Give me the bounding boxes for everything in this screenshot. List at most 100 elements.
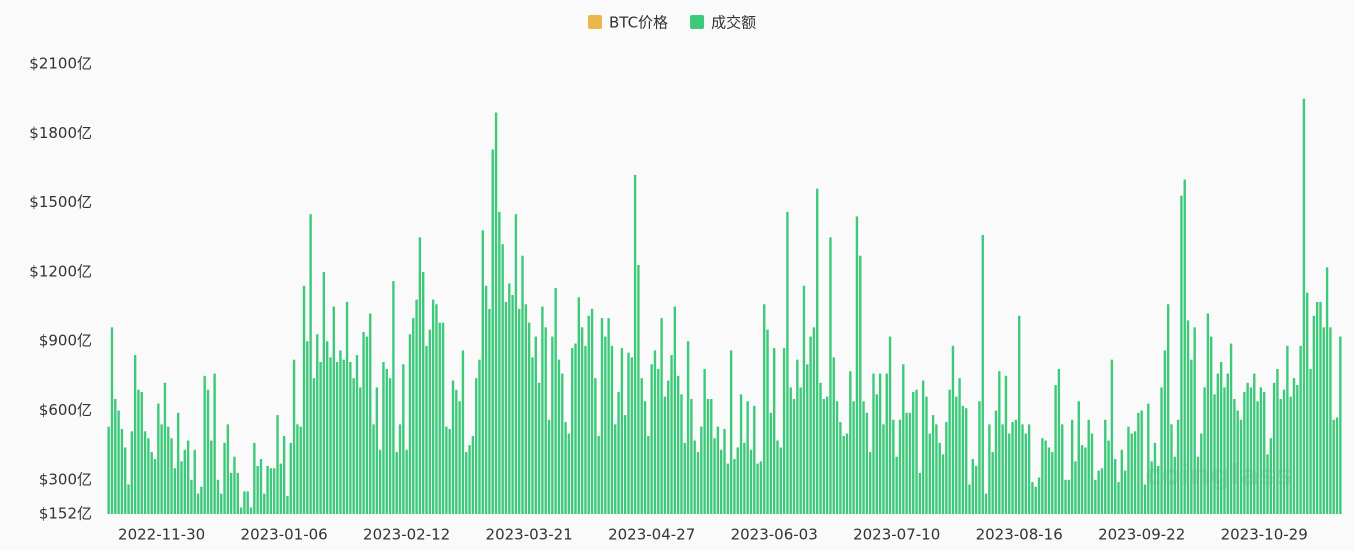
bar xyxy=(190,479,193,514)
bar xyxy=(802,285,806,514)
bar xyxy=(554,288,557,514)
bar xyxy=(1024,433,1027,514)
bar xyxy=(723,428,726,514)
bar xyxy=(1315,301,1319,514)
bar xyxy=(362,331,365,514)
bar xyxy=(981,234,984,514)
bar xyxy=(253,442,256,514)
bar xyxy=(418,237,422,514)
bar xyxy=(617,392,620,514)
bar xyxy=(117,410,120,514)
bar xyxy=(345,301,349,514)
bar xyxy=(968,484,971,514)
bar xyxy=(935,424,938,514)
bar xyxy=(1011,422,1014,514)
bar xyxy=(1147,403,1150,514)
bar xyxy=(912,392,915,514)
bar xyxy=(1070,419,1074,514)
bar xyxy=(1210,336,1213,514)
bar xyxy=(1299,345,1302,514)
bar xyxy=(1269,438,1273,514)
bar xyxy=(650,364,653,514)
bar xyxy=(385,368,388,514)
bar xyxy=(1001,424,1004,514)
bar xyxy=(405,449,408,514)
bar xyxy=(819,382,822,514)
bar xyxy=(388,378,392,514)
bar xyxy=(186,440,190,514)
bar xyxy=(1306,292,1309,514)
legend-label[interactable]: 成交额 xyxy=(711,14,756,32)
bar xyxy=(1196,456,1200,514)
bar xyxy=(640,378,643,514)
bar xyxy=(329,357,332,514)
bar xyxy=(494,112,498,514)
bar xyxy=(547,419,551,514)
bar xyxy=(557,359,561,514)
bar xyxy=(372,424,375,514)
bar xyxy=(1120,449,1124,514)
bar xyxy=(647,435,650,514)
bar xyxy=(865,412,869,514)
bar xyxy=(633,174,637,515)
bar xyxy=(713,438,716,514)
bar xyxy=(1203,387,1206,514)
bar xyxy=(994,410,998,514)
bar xyxy=(1084,447,1087,514)
bar xyxy=(107,426,110,514)
bar xyxy=(931,415,935,514)
bar xyxy=(587,315,590,514)
bar xyxy=(1107,440,1110,514)
bar xyxy=(359,387,362,514)
bar xyxy=(319,361,322,514)
bar xyxy=(474,378,478,514)
bar xyxy=(160,424,163,514)
bar xyxy=(524,304,528,514)
bar xyxy=(1249,387,1253,514)
bar xyxy=(269,468,273,514)
bar xyxy=(1117,482,1120,514)
bar xyxy=(835,401,839,514)
bar xyxy=(249,507,253,514)
legend-swatch[interactable] xyxy=(588,15,602,29)
bar xyxy=(809,336,812,514)
bar xyxy=(849,371,852,514)
bar xyxy=(1226,373,1229,514)
bar xyxy=(534,336,537,514)
bar xyxy=(299,426,302,514)
bar xyxy=(1239,419,1243,514)
bar xyxy=(908,412,912,514)
bar xyxy=(875,394,878,514)
legend-swatch[interactable] xyxy=(690,15,705,29)
bar xyxy=(153,459,157,514)
y-tick-label: $1200亿 xyxy=(29,262,92,280)
bar xyxy=(1054,385,1057,514)
bar xyxy=(991,452,994,514)
bar xyxy=(574,343,577,514)
bar xyxy=(1051,452,1054,514)
legend-label[interactable]: BTC价格 xyxy=(609,14,668,32)
bar xyxy=(521,255,524,514)
bar xyxy=(710,398,713,514)
bar xyxy=(1253,373,1256,514)
bar xyxy=(236,472,239,514)
bar xyxy=(789,387,792,514)
bar xyxy=(279,463,283,514)
bar xyxy=(1017,315,1021,514)
bar xyxy=(286,495,289,514)
bar xyxy=(435,304,438,514)
bar xyxy=(289,442,292,514)
bar xyxy=(792,398,796,514)
bar xyxy=(1114,459,1117,514)
bar xyxy=(1047,447,1051,514)
bar xyxy=(451,380,455,514)
bar xyxy=(753,405,756,514)
bar xyxy=(137,389,140,514)
bar xyxy=(170,438,173,514)
bar xyxy=(958,378,961,514)
bar xyxy=(1064,479,1067,514)
x-tick-label: 2023-02-12 xyxy=(363,526,450,544)
bar xyxy=(1031,482,1034,514)
y-tick-label: $1500亿 xyxy=(29,193,92,211)
